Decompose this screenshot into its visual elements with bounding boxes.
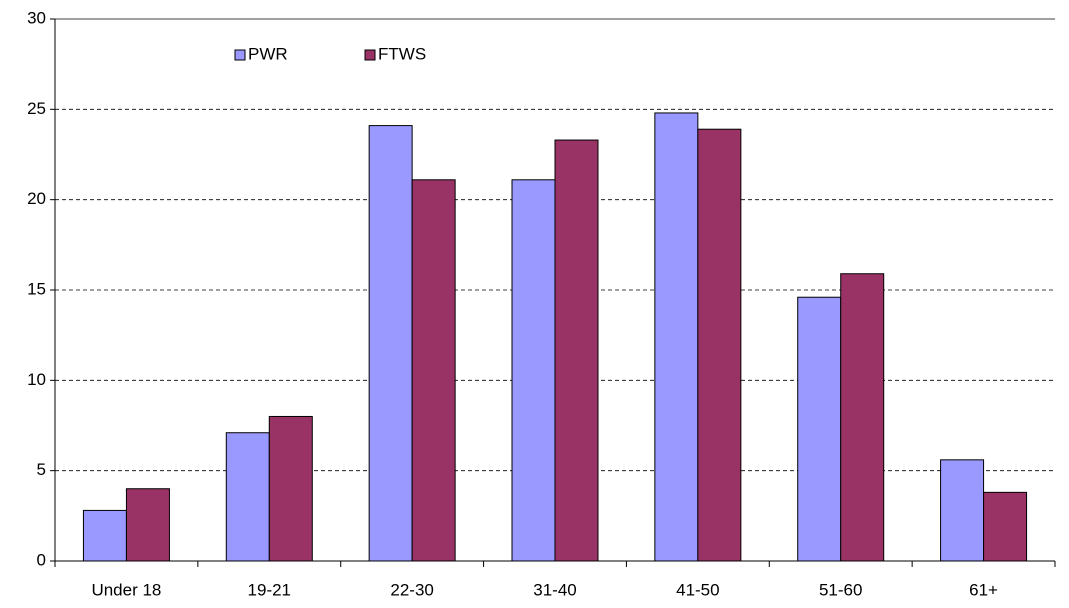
x-tick-label: 31-40 — [533, 580, 576, 599]
legend-swatch — [234, 49, 246, 61]
bar — [654, 112, 699, 562]
bar — [983, 491, 1028, 562]
bar — [82, 509, 127, 562]
bar — [940, 459, 985, 562]
x-tick-label: 22-30 — [390, 580, 433, 599]
y-tick-label: 15 — [27, 279, 46, 298]
legend-label: FTWS — [378, 44, 426, 63]
bar — [697, 128, 742, 562]
bar — [225, 432, 270, 562]
bar — [840, 273, 885, 562]
y-tick-label: 5 — [37, 460, 46, 479]
bar — [511, 179, 556, 562]
x-tick-label: 51-60 — [819, 580, 862, 599]
y-tick-label: 0 — [37, 550, 46, 569]
legend-label: PWR — [248, 44, 288, 63]
bar — [797, 296, 842, 562]
legend-swatch — [364, 49, 376, 61]
y-tick-label: 30 — [27, 8, 46, 27]
bar — [368, 125, 413, 562]
bar — [411, 179, 456, 562]
bar — [268, 415, 313, 562]
x-tick-label: 41-50 — [676, 580, 719, 599]
x-tick-label: Under 18 — [91, 580, 161, 599]
x-tick-label: 19-21 — [248, 580, 291, 599]
y-tick-label: 10 — [27, 370, 46, 389]
y-tick-label: 20 — [27, 189, 46, 208]
bar — [554, 139, 599, 562]
x-tick-label: 61+ — [969, 580, 998, 599]
bar — [125, 488, 170, 562]
y-tick-label: 25 — [27, 99, 46, 118]
